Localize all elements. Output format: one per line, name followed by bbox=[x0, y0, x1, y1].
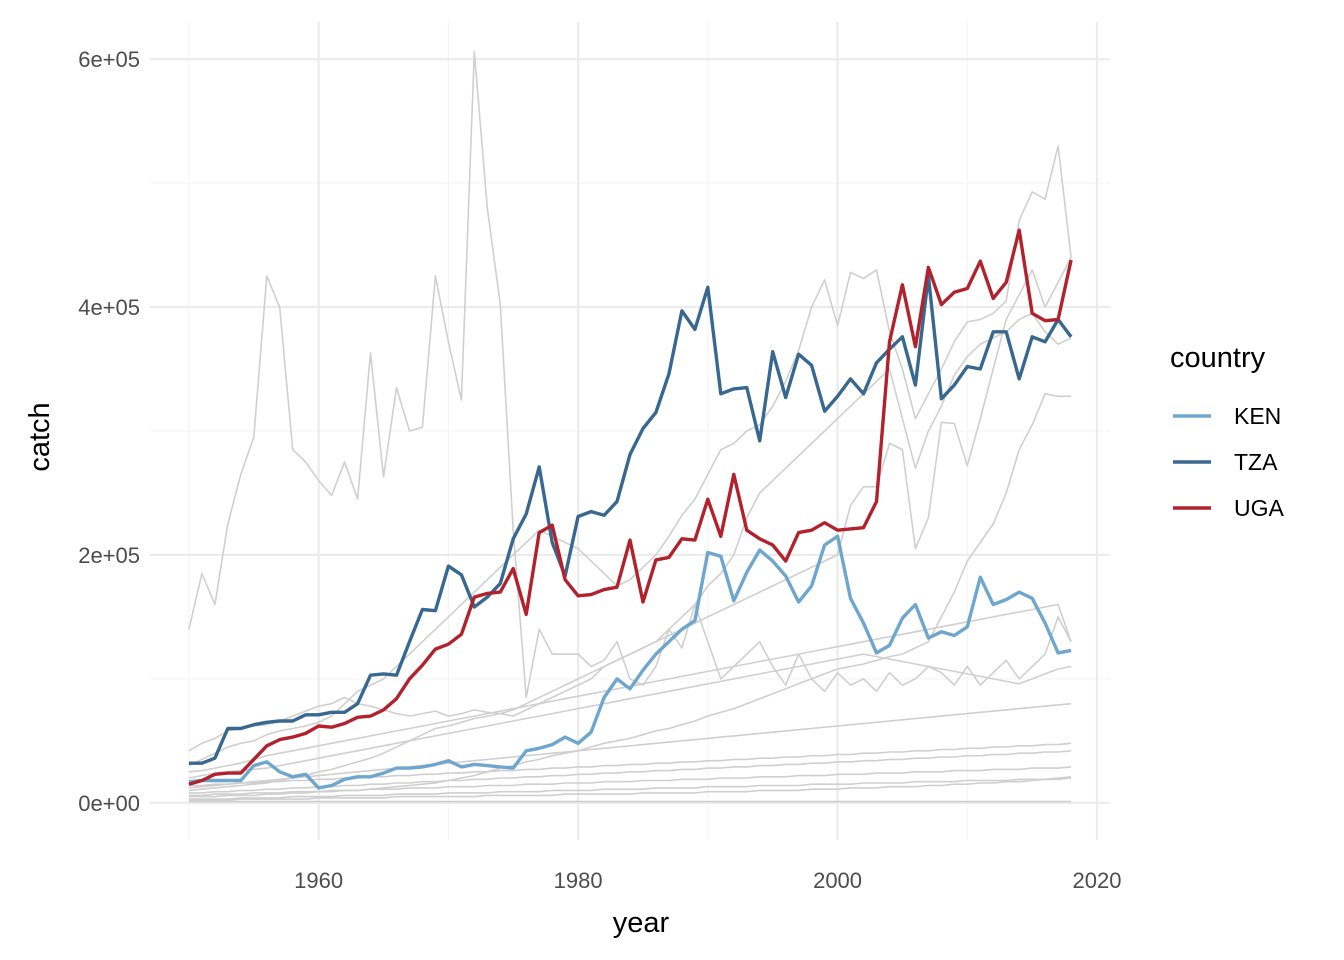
x-tick-label: 1980 bbox=[554, 868, 603, 893]
legend: country KEN TZA UGA bbox=[1170, 342, 1285, 521]
background-series-line bbox=[188, 776, 1072, 802]
legend-label-ken: KEN bbox=[1234, 403, 1281, 429]
series-line-tza bbox=[188, 274, 1073, 765]
grid bbox=[150, 22, 1110, 840]
y-axis-title: catch bbox=[24, 402, 56, 471]
legend-label-uga: UGA bbox=[1234, 495, 1285, 521]
axis-tick-labels: 1960 1980 2000 2020 0e+00 2e+05 4e+05 6e+05 bbox=[78, 47, 1121, 893]
background-series-line bbox=[188, 742, 1072, 787]
legend-items: KEN TZA UGA bbox=[1173, 403, 1285, 521]
background-series-line bbox=[188, 653, 1072, 779]
background-series-line bbox=[188, 257, 1072, 792]
y-tick-label: 0e+00 bbox=[78, 791, 140, 816]
y-tick-label: 4e+05 bbox=[78, 295, 140, 320]
x-tick-label: 2000 bbox=[813, 868, 862, 893]
background-series-line bbox=[188, 702, 1072, 789]
background-series-line bbox=[188, 766, 1072, 797]
y-tick-label: 6e+05 bbox=[78, 47, 140, 72]
y-tick-label: 2e+05 bbox=[78, 543, 140, 568]
x-axis-title: year bbox=[613, 907, 670, 939]
background-series-line bbox=[188, 50, 1072, 699]
x-tick-label: 1960 bbox=[294, 868, 343, 893]
series-layer bbox=[188, 50, 1073, 803]
series-line-uga bbox=[188, 228, 1073, 786]
x-tick-label: 2020 bbox=[1073, 868, 1122, 893]
background-series-line bbox=[188, 750, 1072, 794]
background-series-line bbox=[188, 393, 1072, 798]
legend-label-tza: TZA bbox=[1234, 449, 1278, 475]
legend-title: country bbox=[1170, 342, 1266, 374]
background-series-line bbox=[188, 777, 1072, 800]
series-line-ken bbox=[188, 534, 1072, 790]
